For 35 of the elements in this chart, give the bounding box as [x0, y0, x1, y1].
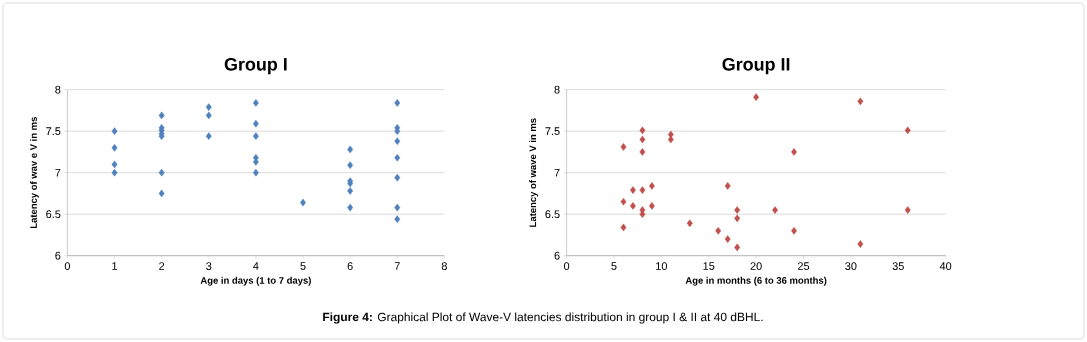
x-tick-label: 8 — [441, 262, 447, 270]
y-tick-label: 7.5 — [46, 127, 61, 136]
x-tick-label: 7 — [394, 262, 400, 270]
x-tick-label: 20 — [750, 262, 762, 270]
y-axis-title: Latency of wav e V in ms — [29, 117, 39, 229]
y-tick-label: 6.5 — [46, 210, 61, 219]
x-tick-label: 25 — [797, 262, 810, 270]
x-axis-title: Age in months (6 to 36 months) — [685, 276, 827, 286]
y-tick-label: 7 — [55, 168, 61, 177]
y-tick-label: 6.5 — [545, 210, 560, 219]
x-tick-label: 5 — [611, 262, 617, 270]
y-tick-label: 8 — [554, 85, 560, 94]
x-tick-label: 0 — [563, 262, 570, 270]
y-tick-label: 7 — [554, 168, 560, 177]
x-tick-label: 4 — [253, 262, 259, 270]
text: Figure 4: Graphical Plot of Wave-V latencies distribution in group I & II at 40 dBHL. — [323, 312, 763, 324]
x-tick-label: 3 — [206, 262, 212, 270]
y-tick-label: 6 — [55, 251, 61, 260]
chart-title: Group II — [722, 57, 790, 75]
y-tick-label: 8 — [55, 85, 61, 94]
y-tick-label: 7.5 — [545, 127, 560, 136]
x-tick-label: 6 — [347, 262, 353, 270]
x-tick-label: 40 — [939, 262, 952, 270]
x-tick-label: 15 — [703, 262, 715, 270]
x-tick-label: 2 — [159, 262, 165, 270]
x-tick-label: 5 — [300, 262, 306, 270]
x-axis-title: Age in days (1 to 7 days) — [200, 276, 311, 286]
x-tick-label: 0 — [64, 262, 70, 270]
chart-title: Group I — [224, 57, 287, 75]
x-tick-label: 30 — [845, 262, 857, 270]
x-tick-label: 35 — [892, 262, 904, 270]
x-tick-label: 10 — [656, 262, 668, 270]
y-axis-title: Latency of wave V in ms — [529, 118, 539, 227]
y-tick-label: 6 — [554, 251, 560, 260]
x-tick-label: 1 — [112, 262, 118, 270]
